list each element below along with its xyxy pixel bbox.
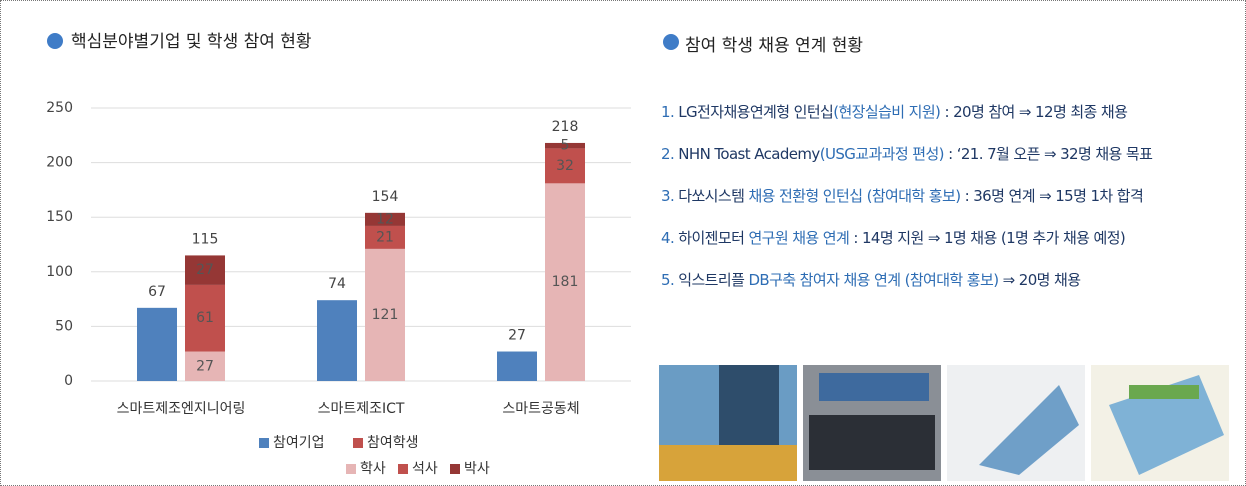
total-label: 115 xyxy=(192,231,219,247)
value-label: 27 xyxy=(508,328,526,344)
panel-title: 참여 학생 채용 연계 현황 xyxy=(685,31,863,56)
item-text: : ‘21. 7월 오픈 ⇒ 32명 채용 목표 xyxy=(944,145,1152,163)
legend-swatch xyxy=(398,464,408,474)
list-item: 1. LG전자채용연계형 인턴십(현장실습비 지원) : 20명 참여 ⇒ 12… xyxy=(661,101,1152,143)
item-text: 3. xyxy=(661,187,678,205)
chart: 핵심분야별기업 및 학생 참여 현황 0 50 100 150 200 250 스마트제조엔… xyxy=(1,1,641,485)
item-text: : 36명 연계 ⇒ 15명 1차 합격 xyxy=(960,187,1143,205)
item-list: 1. LG전자채용연계형 인턴십(현장실습비 지원) : 20명 참여 ⇒ 12… xyxy=(661,101,1152,311)
total-label: 154 xyxy=(372,189,399,205)
item-text: : 14명 지원 ⇒ 1명 채용 (1명 추가 채용 예정) xyxy=(849,229,1125,247)
list-item: 5. 익스트리플 DB구축 참여자 채용 연계 (참여대학 홍보) ⇒ 20명 … xyxy=(661,269,1152,311)
list-item: 2. NHN Toast Academy(USG교과과정 편성) : ‘21. … xyxy=(661,143,1152,185)
title-icon xyxy=(47,33,63,49)
item-text: LG전자채용연계형 인턴십 xyxy=(678,103,833,121)
value-label: 27 xyxy=(196,262,214,278)
item-text: 1. xyxy=(661,103,678,121)
item-text: 2. xyxy=(661,145,678,163)
list-item: 4. 하이젠모터 연구원 채용 연계 : 14명 지원 ⇒ 1명 채용 (1명 … xyxy=(661,227,1152,269)
item-text: : 20명 참여 ⇒ 12명 최종 채용 xyxy=(940,103,1127,121)
x-tick-label: 스마트공동체 xyxy=(502,401,579,417)
y-tick-label: 50 xyxy=(55,318,73,334)
value-label: 5 xyxy=(561,138,570,154)
item-text: NHN Toast Academy xyxy=(678,145,819,163)
item-text: DB구축 참여자 채용 연계 (참여대학 홍보) xyxy=(744,271,998,289)
y-tick-label: 250 xyxy=(46,100,73,116)
legend-label: 참여학생 xyxy=(367,435,419,451)
x-tick-label: 스마트제조ICT xyxy=(318,401,405,417)
value-label: 67 xyxy=(148,284,166,300)
value-label: 181 xyxy=(552,274,579,290)
legend-label: 석사 xyxy=(412,461,438,477)
item-text: (현장실습비 지원) xyxy=(833,103,940,121)
value-label: 61 xyxy=(196,310,214,326)
value-label: 32 xyxy=(556,158,574,174)
y-tick-label: 0 xyxy=(64,373,73,389)
value-label: 74 xyxy=(328,276,346,292)
item-text: (USG교과과정 편성) xyxy=(820,145,944,163)
value-label: 12 xyxy=(376,211,394,227)
bar xyxy=(497,352,537,381)
item-text: 5. xyxy=(661,271,678,289)
legend-swatch xyxy=(353,438,363,448)
legend-swatch xyxy=(346,464,356,474)
y-tick-label: 100 xyxy=(46,264,73,280)
value-label: 27 xyxy=(196,358,214,374)
total-label: 218 xyxy=(552,119,579,135)
legend-label: 박사 xyxy=(464,461,490,477)
value-label: 121 xyxy=(372,307,399,323)
item-text: 하이젠모터 xyxy=(678,229,744,247)
y-tick-label: 150 xyxy=(46,209,73,225)
legend-swatch xyxy=(259,438,269,448)
legend-swatch xyxy=(450,464,460,474)
page: 핵심분야별기업 및 학생 참여 현황 0 50 100 150 200 250 스마트제조엔… xyxy=(0,0,1246,486)
item-text: 채용 전환형 인턴십 (참여대학 홍보) xyxy=(744,187,960,205)
x-tick-label: 스마트제조엔지니어링 xyxy=(117,401,246,417)
chart-title: 핵심분야별기업 및 학생 참여 현황 xyxy=(71,32,312,52)
item-text: ⇒ 20명 채용 xyxy=(998,271,1080,289)
item-text: 연구원 채용 연계 xyxy=(744,229,849,247)
value-label: 21 xyxy=(376,229,394,245)
right-panel: 참여 학생 채용 연계 현황 1. LG전자채용연계형 인턴십(현장실습비 지원… xyxy=(651,1,1245,485)
legend-label: 참여기업 xyxy=(273,435,325,451)
photo-strip xyxy=(659,365,1229,481)
item-text: 다쏘시스템 xyxy=(678,187,744,205)
title-icon xyxy=(663,34,679,50)
bar xyxy=(137,308,177,381)
item-text: 4. xyxy=(661,229,678,247)
list-item: 3. 다쏘시스템 채용 전환형 인턴십 (참여대학 홍보) : 36명 연계 ⇒… xyxy=(661,185,1152,227)
y-tick-label: 200 xyxy=(46,155,73,171)
item-text: 익스트리플 xyxy=(678,271,744,289)
bar xyxy=(317,300,357,381)
legend-label: 학사 xyxy=(360,461,386,477)
